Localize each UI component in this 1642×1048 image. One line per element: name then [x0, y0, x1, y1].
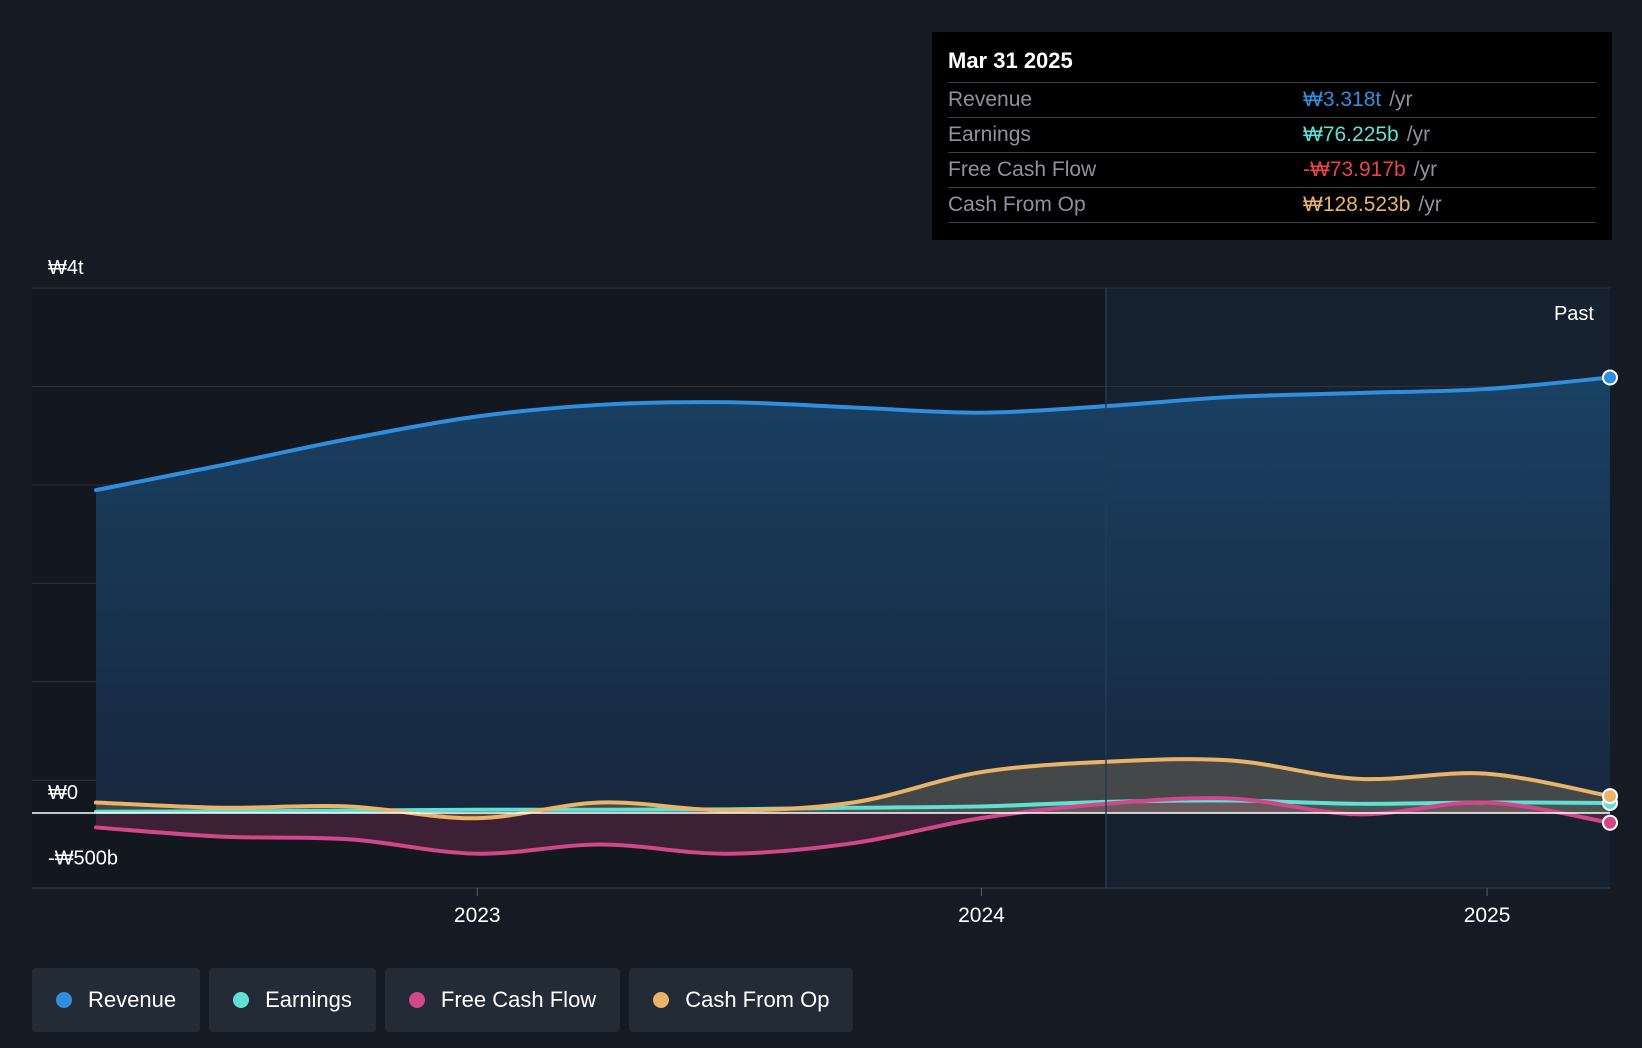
past-label: Past: [1554, 303, 1594, 325]
line-cash-from-op: [94, 757, 1612, 821]
x-tick-label: 2023: [454, 904, 501, 927]
legend-label: Cash From Op: [685, 987, 830, 1012]
line-revenue: [94, 375, 1612, 493]
tooltip-unit: /yr: [1406, 123, 1431, 146]
legend-dot-icon: [408, 992, 425, 1008]
legend-label: Revenue: [88, 987, 177, 1012]
area-revenue: [96, 377, 1610, 813]
tooltip-unit: /yr: [1418, 193, 1442, 216]
legend-dot-icon: [56, 992, 72, 1008]
y-tick-label: ₩0: [48, 782, 78, 804]
tooltip-value: ₩76.225b: [1303, 123, 1399, 146]
legend-item-revenue[interactable]: Revenue: [32, 968, 201, 1032]
tooltip-row-earnings: Earnings ₩76.225b /yr: [948, 118, 1596, 153]
chart: ₩4t ₩0 -₩500b 2023 2024 2025 Past: [32, 257, 1618, 927]
area-free-cash-flow: [96, 798, 1610, 854]
legend-dot-icon: [233, 992, 250, 1008]
y-tick-label: ₩4t: [48, 257, 84, 279]
tooltip-value: -₩73.917b: [1303, 158, 1406, 181]
legend-label: Free Cash Flow: [440, 987, 597, 1012]
tooltip-row-revenue: Revenue ₩3.318t /yr: [948, 83, 1596, 118]
x-tick-label: 2024: [958, 904, 1005, 927]
y-tick-label: -₩500b: [48, 848, 118, 870]
tooltip: Mar 31 2025 Revenue ₩3.318t /yr Earnings…: [932, 32, 1612, 240]
tooltip-label: Free Cash Flow: [948, 158, 1097, 181]
tooltip-label: Earnings: [948, 123, 1031, 146]
tooltip-unit: /yr: [1389, 88, 1413, 111]
legend-item-earnings[interactable]: Earnings: [209, 968, 376, 1032]
legend-item-cash-from-op[interactable]: Cash From Op: [629, 968, 854, 1032]
tooltip-row-cash-from-op: Cash From Op ₩128.523b /yr: [948, 188, 1596, 223]
tooltip-label: Cash From Op: [948, 193, 1086, 216]
tooltip-label: Revenue: [948, 88, 1033, 111]
line-free-cash-flow: [94, 796, 1612, 856]
tooltip-unit: /yr: [1413, 158, 1438, 181]
end-point-cash-from-op: [1602, 788, 1618, 805]
area-cash-from-op: [96, 759, 1610, 819]
legend: Revenue Earnings Free Cash Flow Cash Fro…: [32, 968, 854, 1032]
legend-dot-icon: [653, 992, 670, 1008]
legend-item-free-cash-flow[interactable]: Free Cash Flow: [384, 968, 621, 1032]
end-point-free-cash-flow: [1602, 814, 1618, 831]
tooltip-date: Mar 31 2025: [948, 46, 1596, 83]
legend-label: Earnings: [265, 987, 352, 1012]
end-point-revenue: [1602, 369, 1618, 386]
tooltip-value: ₩128.523b: [1303, 193, 1411, 216]
tooltip-row-free-cash-flow: Free Cash Flow -₩73.917b /yr: [948, 153, 1596, 188]
line-earnings: [94, 798, 1612, 814]
tooltip-value: ₩3.318t: [1303, 88, 1382, 111]
x-tick-label: 2025: [1464, 904, 1511, 927]
